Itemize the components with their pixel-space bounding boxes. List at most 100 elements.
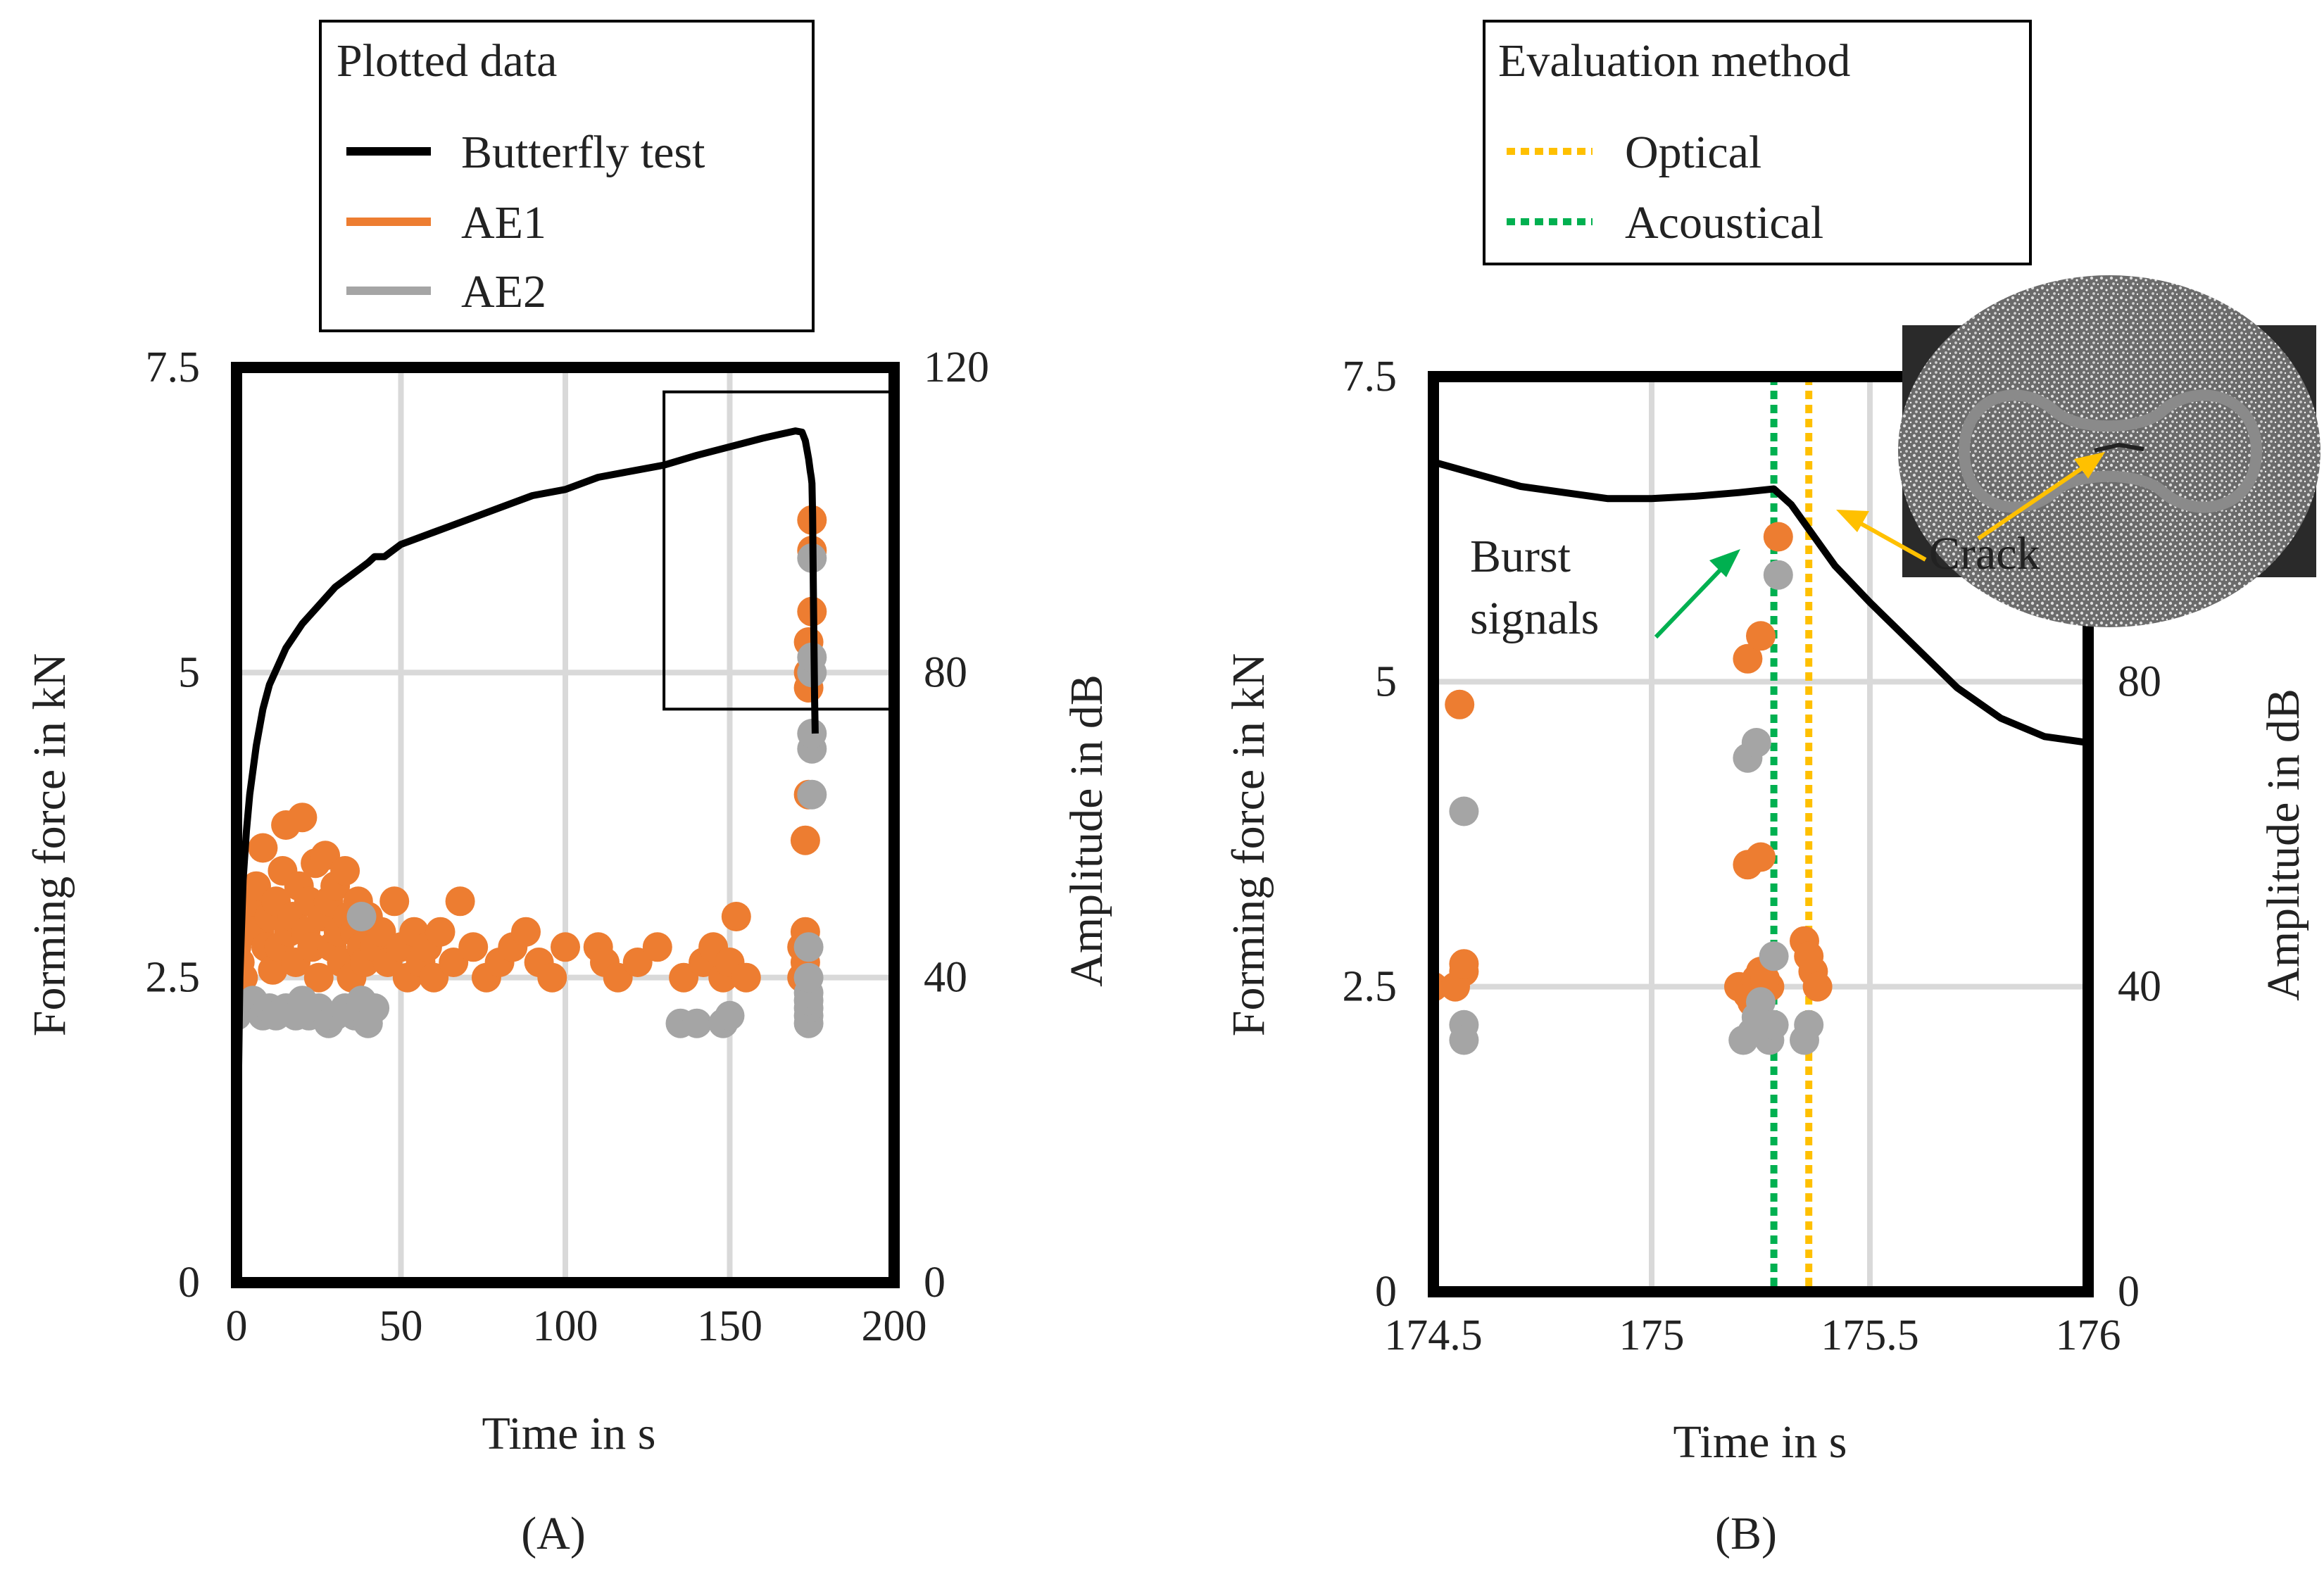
y-left-tick-label: 5 xyxy=(178,648,200,696)
legend-b: Evaluation method Optical Acoustical xyxy=(1483,20,2032,265)
panel-label-a: (A) xyxy=(521,1508,586,1559)
y-axis-right-label-a: Amplitude in dB xyxy=(1061,674,1112,987)
plot-frame-b xyxy=(1428,371,2094,1297)
legend-a: Plotted data Butterfly test AE1 AE2 xyxy=(319,20,815,332)
point-ae2 xyxy=(682,1008,712,1038)
legend-b-title: Evaluation method xyxy=(1498,35,1850,87)
x-tick-label: 174.5 xyxy=(1384,1311,1483,1359)
point-ae2 xyxy=(1449,1025,1479,1055)
x-tick-label: 150 xyxy=(697,1302,762,1350)
annotation-burst-line2: signals xyxy=(1470,593,1599,644)
annotation-crack-arrow2-head xyxy=(2074,452,2105,479)
point-ae1 xyxy=(537,962,567,993)
point-ae2 xyxy=(793,932,824,962)
x-axis-label-a: Time in s xyxy=(482,1408,656,1459)
point-ae1 xyxy=(445,886,475,917)
point-ae1 xyxy=(425,917,456,947)
y-left-tick-label: 0 xyxy=(178,1259,200,1307)
plot-area-b xyxy=(1433,377,2088,1292)
x-tick-label: 175.5 xyxy=(1821,1311,1919,1359)
point-ae2 xyxy=(360,993,390,1023)
point-ae1 xyxy=(330,856,360,886)
point-ae2 xyxy=(1759,941,1789,971)
legend-a-entry-ae2: AE2 xyxy=(461,266,546,317)
point-ae1 xyxy=(1449,949,1479,979)
x-tick-label: 176 xyxy=(2056,1311,2121,1359)
x-tick-label: 100 xyxy=(533,1302,598,1350)
point-ae1 xyxy=(1746,621,1776,651)
annotation-burst-line1: Burst xyxy=(1470,531,1571,582)
x-tick-label: 50 xyxy=(379,1302,423,1350)
panel-a: Plotted data Butterfly test AE1 AE2 0 50 1… xyxy=(24,20,1112,1559)
inset-crack-mark xyxy=(2094,442,2144,453)
point-ae2 xyxy=(715,1000,745,1031)
point-ae2 xyxy=(1741,728,1771,757)
point-ae2 xyxy=(1746,987,1776,1017)
legend-b-entry-optical: Optical xyxy=(1625,127,1761,178)
x-tick-label: 200 xyxy=(862,1302,927,1350)
annotation-burst-arrow-head xyxy=(1709,549,1740,577)
point-ae1 xyxy=(1802,971,1833,1002)
legend-a-entry-force: Butterfly test xyxy=(461,127,705,178)
plot-area-a xyxy=(237,427,827,1222)
y-right-tick-label: 0 xyxy=(924,1259,946,1307)
legend-a-title: Plotted data xyxy=(337,35,557,87)
point-ae2 xyxy=(1759,1009,1789,1040)
y-right-tick-label: 120 xyxy=(924,344,989,391)
legend-b-entry-acoustical: Acoustical xyxy=(1625,197,1823,249)
annotation-burst-arrow-shaft xyxy=(1654,567,1723,639)
annotation-crack-label: Crack xyxy=(1929,528,2040,579)
point-ae1 xyxy=(458,932,489,962)
y-axis-left-label-a: Forming force in kN xyxy=(24,653,75,1036)
y-left-tick-label: 2.5 xyxy=(146,954,201,1002)
x-tick-label: 0 xyxy=(226,1302,248,1350)
point-ae1 xyxy=(1733,643,1763,674)
y-left-tick-label: 7.5 xyxy=(1343,353,1397,401)
point-ae1 xyxy=(1746,842,1776,872)
point-ae1 xyxy=(642,932,672,962)
point-ae1 xyxy=(551,932,580,962)
y-right-tick-label: 80 xyxy=(2118,658,2161,705)
point-ae1 xyxy=(1445,689,1475,719)
point-ae1 xyxy=(511,917,541,947)
annotation-crack-arrow-head xyxy=(1836,510,1869,532)
point-ae1 xyxy=(1763,522,1793,552)
grid-a xyxy=(237,367,894,1283)
point-ae2 xyxy=(1449,796,1479,826)
zoom-box-a xyxy=(662,390,896,711)
legend-b-frame xyxy=(1483,20,2032,265)
inset-specimen-disc xyxy=(1898,275,2320,627)
point-ae2 xyxy=(1763,560,1793,590)
x-tick-label: 175 xyxy=(1619,1311,1685,1359)
point-ae2 xyxy=(797,779,827,810)
point-ae1 xyxy=(731,962,761,993)
point-ae2 xyxy=(1794,1009,1824,1040)
series-line-butterfly-test xyxy=(237,427,819,1222)
legend-a-frame xyxy=(319,20,815,332)
point-ae1 xyxy=(790,825,820,855)
point-ae1 xyxy=(287,803,318,833)
point-ae1 xyxy=(258,955,288,985)
plot-frame-a xyxy=(231,362,900,1288)
point-ae1 xyxy=(379,886,410,917)
inset-butterfly-contour xyxy=(1958,389,2263,513)
inset-specimen-image xyxy=(1898,275,2320,627)
y-right-tick-label: 40 xyxy=(2118,963,2161,1011)
panel-b: Evaluation method Optical Acoustical 174… xyxy=(1223,20,2320,1559)
series-line-butterfly-test xyxy=(1433,458,2088,746)
point-ae1 xyxy=(248,833,278,863)
point-ae1 xyxy=(303,962,334,993)
y-right-tick-label: 40 xyxy=(924,954,967,1002)
y-left-tick-label: 2.5 xyxy=(1343,963,1397,1011)
panel-label-b: (B) xyxy=(1715,1508,1777,1559)
legend-a-entry-ae1: AE1 xyxy=(461,197,546,249)
y-left-tick-label: 5 xyxy=(1375,658,1397,705)
point-ae1 xyxy=(1750,964,1780,994)
annotation-crack-arrow2-shaft xyxy=(1977,463,2089,541)
y-axis-left-label-b: Forming force in kN xyxy=(1223,653,1274,1036)
y-left-tick-label: 0 xyxy=(1375,1268,1397,1316)
x-axis-label-b: Time in s xyxy=(1673,1416,1847,1468)
